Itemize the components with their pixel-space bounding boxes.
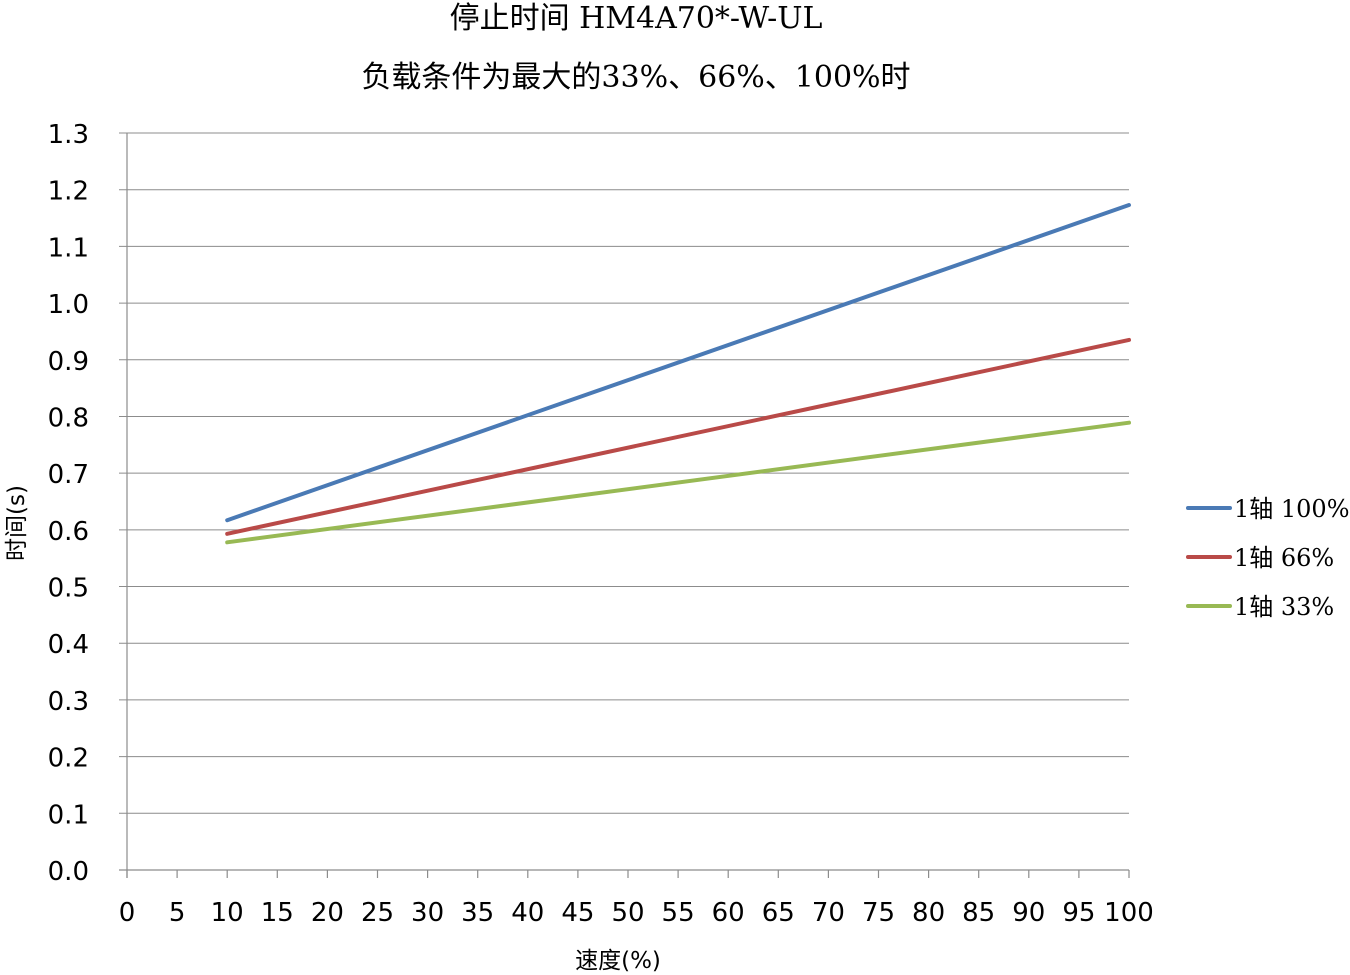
x-tick-label: 95 (1062, 898, 1095, 928)
x-tick-label: 35 (461, 898, 494, 928)
x-tick-label: 90 (1012, 898, 1045, 928)
y-tick-label: 1.0 (48, 290, 89, 320)
x-tick-label: 10 (211, 898, 244, 928)
y-tick-labels: 0.0 0.1 0.2 0.3 0.4 0.5 0.6 0.7 0.8 0.9 1.0 1.1 1.2 1… (48, 120, 89, 887)
x-tick-label: 85 (962, 898, 995, 928)
series-line-2 (225, 337, 1131, 536)
y-tick-label: 0.0 (48, 857, 89, 887)
legend-label-1: 1轴 100% (1234, 495, 1350, 523)
y-tick-label: 0.8 (48, 403, 89, 433)
y-tick-label: 0.7 (48, 460, 89, 490)
x-tick-label: 60 (712, 898, 745, 928)
x-tick-label: 70 (812, 898, 845, 928)
y-tick-label: 0.9 (48, 347, 89, 377)
x-tick-label: 40 (511, 898, 544, 928)
chart-subtitle: 负载条件为最大的33%、66%、100%时 (361, 60, 910, 95)
x-tick-label: 100 (1104, 898, 1154, 928)
x-tick-labels: 0 5 10 15 20 25 30 35 40 45 50 55 60 65 70 75 80 85 90 95 10… (119, 898, 1154, 928)
x-tick-label: 45 (561, 898, 594, 928)
x-tick-label: 5 (169, 898, 186, 928)
y-axis-title: 时间(s) (4, 485, 30, 561)
x-tick-label: 75 (862, 898, 895, 928)
series-line-1 (225, 202, 1131, 523)
y-tick-label: 1.1 (48, 233, 89, 263)
y-tick-label: 0.2 (48, 744, 89, 774)
y-tick-label: 0.3 (48, 687, 89, 717)
x-tick-label: 25 (361, 898, 394, 928)
y-tick-label: 0.4 (48, 630, 89, 660)
x-tick-label: 20 (311, 898, 344, 928)
x-tick-label: 80 (912, 898, 945, 928)
series-lines (225, 202, 1131, 545)
x-tick-label: 15 (261, 898, 294, 928)
gridlines (119, 132, 1129, 871)
chart-title: 停止时间 HM4A70*-W-UL (450, 1, 823, 36)
legend-label-3: 1轴 33% (1234, 593, 1334, 621)
series-line-3 (225, 420, 1131, 545)
x-tick-label: 30 (411, 898, 444, 928)
axes (119, 133, 1130, 878)
x-tick-label: 50 (611, 898, 644, 928)
y-tick-label: 1.2 (48, 177, 89, 207)
x-tick-label: 65 (762, 898, 795, 928)
y-tick-label: 0.1 (48, 800, 89, 830)
y-tick-label: 0.5 (48, 574, 89, 604)
legend: 1轴 100% 1轴 66% 1轴 33% (1186, 495, 1350, 621)
x-tick-label: 55 (662, 898, 695, 928)
x-tick-label: 0 (119, 898, 136, 928)
legend-label-2: 1轴 66% (1234, 544, 1334, 572)
x-axis-title: 速度(%) (575, 948, 661, 974)
y-tick-label: 0.6 (48, 517, 89, 547)
y-tick-label: 1.3 (48, 120, 89, 150)
